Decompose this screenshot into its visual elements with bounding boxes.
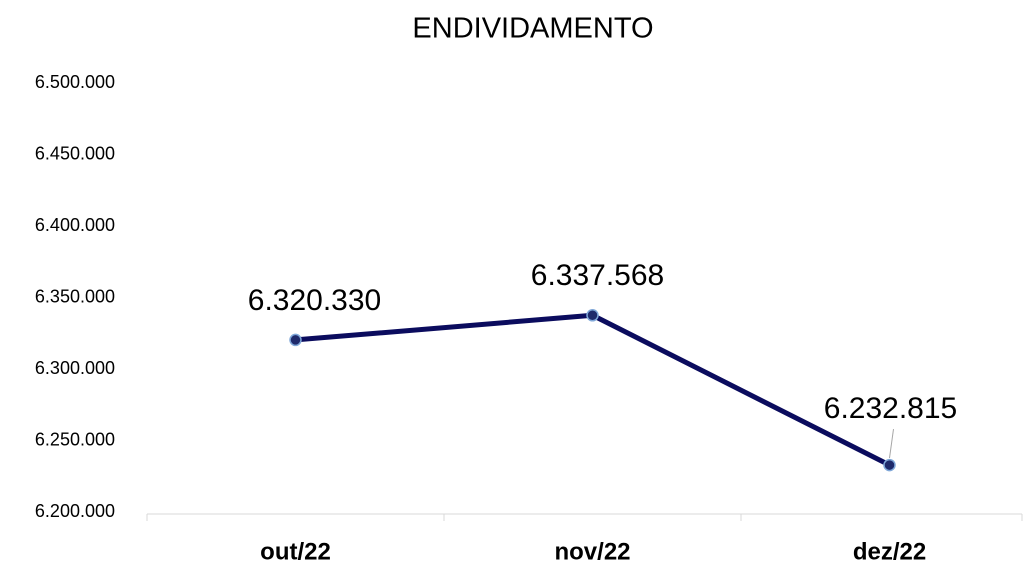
- x-tick-label: nov/22: [554, 538, 630, 562]
- marker: [883, 458, 896, 472]
- y-tick-label: 6.250.000: [35, 429, 115, 449]
- y-tick-label: 6.500.000: [35, 72, 115, 92]
- line: [295, 312, 891, 468]
- y-tick-label: 6.200.000: [35, 501, 115, 521]
- data-label: 6.232.815: [824, 392, 957, 425]
- data-label: 6.320.330: [248, 284, 381, 317]
- y-tick-label: 6.400.000: [35, 215, 115, 235]
- y-tick-label: 6.300.000: [35, 358, 115, 378]
- marker: [586, 309, 599, 322]
- y-tick-label: 6.450.000: [35, 143, 115, 163]
- data-label: 6.337.568: [531, 259, 664, 292]
- x-tick-label: out/22: [260, 538, 331, 562]
- leader-line: [889, 429, 894, 459]
- y-tick-label: 6.350.000: [35, 286, 115, 306]
- chart-title: ENDIVIDAMENTO: [412, 13, 653, 45]
- marker: [289, 333, 302, 347]
- x-tick-label: dez/22: [853, 538, 926, 562]
